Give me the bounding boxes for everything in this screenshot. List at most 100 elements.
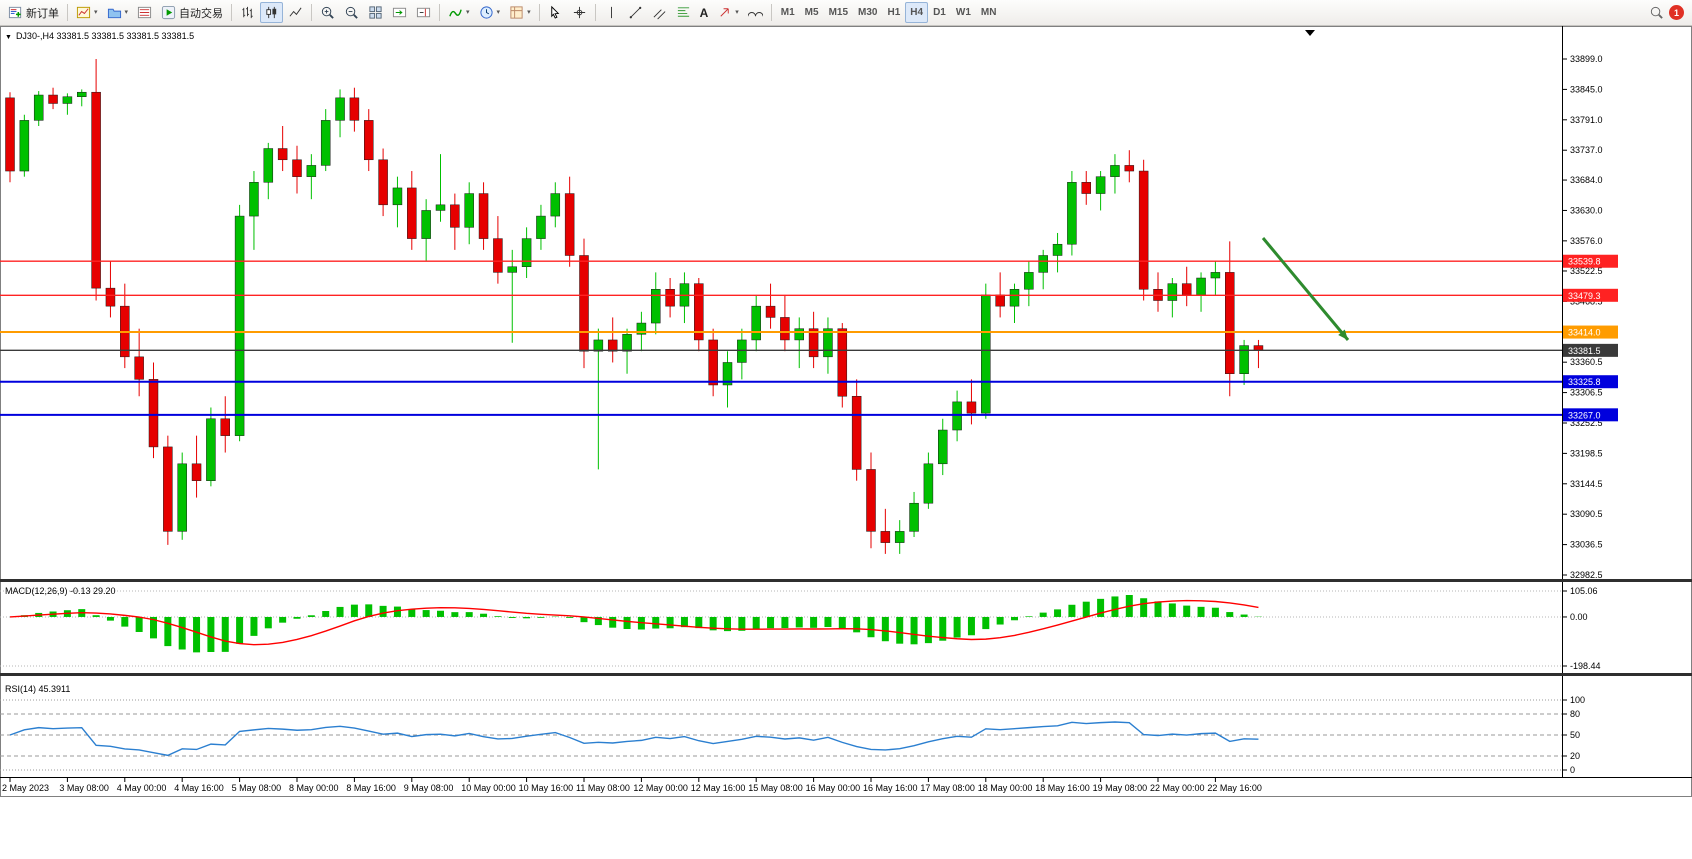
candle xyxy=(1239,345,1249,374)
toolbar-separator xyxy=(439,4,441,21)
timeframe-button-m15[interactable]: M15 xyxy=(824,2,853,23)
search-button[interactable] xyxy=(1645,2,1668,23)
candle xyxy=(938,429,948,465)
vertical-line-button[interactable] xyxy=(600,2,623,23)
symbol-label: ▼ DJ30-,H4 33381.5 33381.5 33381.5 33381.… xyxy=(5,31,195,41)
cursor-icon xyxy=(550,5,559,19)
timeframe-button-h1[interactable]: H1 xyxy=(882,2,905,23)
candle xyxy=(292,159,302,177)
indicators-button[interactable]: ▾ xyxy=(444,2,474,23)
window-menu-icon[interactable]: ▼ xyxy=(5,34,12,41)
indicators-icon xyxy=(449,9,462,17)
time-axis-label: 22 May 00:00 xyxy=(1150,783,1205,793)
rsi-line xyxy=(9,721,1259,757)
channel-button[interactable] xyxy=(648,2,671,23)
templates-button[interactable]: ▾ xyxy=(505,2,535,23)
candle xyxy=(277,148,288,161)
trend-arrow[interactable] xyxy=(1261,237,1350,341)
crosshair-button[interactable] xyxy=(568,2,591,23)
market-watch-button[interactable] xyxy=(133,2,156,23)
cursor-button[interactable] xyxy=(544,2,567,23)
panel-separator[interactable] xyxy=(0,579,1692,582)
price-level-badge xyxy=(1563,343,1618,357)
price-tick-label: 33090.5 xyxy=(1570,509,1603,519)
candle xyxy=(765,305,776,318)
candle xyxy=(1138,170,1149,290)
candlestick-chart-button[interactable] xyxy=(260,2,284,23)
candle xyxy=(665,289,675,307)
price-tick-label: 33198.5 xyxy=(1570,448,1603,458)
periods-button[interactable]: ▾ xyxy=(475,2,505,23)
candle xyxy=(894,531,905,543)
chart-shift-button[interactable] xyxy=(412,2,435,23)
price-tick-label: 33630.0 xyxy=(1570,205,1603,215)
candle xyxy=(1181,283,1192,296)
trendline-button[interactable] xyxy=(624,2,647,23)
notification-badge[interactable]: 1 xyxy=(1669,5,1684,20)
timeframe-button-m5[interactable]: M5 xyxy=(800,2,824,23)
timeframe-button-d1[interactable]: D1 xyxy=(928,2,951,23)
candle xyxy=(981,294,991,414)
price-level-badge xyxy=(1563,325,1618,339)
time-axis-label: 22 May 16:00 xyxy=(1207,783,1262,793)
trend-arrow-head xyxy=(1338,329,1348,340)
line-chart-button[interactable] xyxy=(284,2,307,23)
candle xyxy=(148,379,159,448)
arrows-button[interactable]: ▾ xyxy=(713,2,743,23)
macd-signal-line xyxy=(9,599,1259,646)
chart-canvas[interactable]: 33899.0 33845.0 33791.0 33737.0 33684.0 33630… xyxy=(0,26,1692,859)
candle xyxy=(794,328,804,341)
candle xyxy=(349,97,360,121)
candle xyxy=(1167,283,1178,301)
panel-separator[interactable] xyxy=(0,673,1692,676)
dropdown-caret: ▾ xyxy=(496,9,501,16)
rsi-axis-label: 0 xyxy=(1570,765,1575,775)
timeframe-button-m1[interactable]: M1 xyxy=(776,2,800,23)
text-tool-button[interactable]: A xyxy=(696,2,713,23)
price-tick-label: 33576.0 xyxy=(1570,236,1603,246)
candle xyxy=(91,91,101,289)
cycle-lines-button[interactable] xyxy=(744,2,767,23)
candle xyxy=(19,120,30,172)
timeframe-button-mn[interactable]: MN xyxy=(976,2,1002,23)
chart-shift-icon xyxy=(416,7,431,18)
fibonacci-button[interactable] xyxy=(672,2,695,23)
candle xyxy=(866,469,876,532)
bar-chart-button[interactable] xyxy=(236,2,259,23)
tile-windows-button[interactable] xyxy=(364,2,387,23)
auto-scroll-icon xyxy=(392,7,407,18)
candle xyxy=(1110,165,1120,177)
candle xyxy=(837,328,848,397)
new-order-button[interactable]: 新订单 xyxy=(4,2,63,23)
auto-scroll-button[interactable] xyxy=(388,2,411,23)
candle xyxy=(493,238,503,273)
time-axis-label: 19 May 08:00 xyxy=(1093,783,1148,793)
market-watch-icon xyxy=(137,6,152,19)
candle xyxy=(1081,182,1091,194)
toolbar-separator xyxy=(311,4,313,21)
zoom-out-button[interactable] xyxy=(340,2,363,23)
new-chart-button[interactable]: ▾ xyxy=(72,2,102,23)
clock-icon xyxy=(479,6,493,19)
time-axis-label: 10 May 16:00 xyxy=(519,783,574,793)
timeframe-button-m30[interactable]: M30 xyxy=(853,2,882,23)
candle xyxy=(1052,243,1063,256)
timeframe-button-w1[interactable]: W1 xyxy=(951,2,976,23)
candle xyxy=(880,531,891,543)
candle xyxy=(1124,165,1135,172)
cycle-lines-icon xyxy=(747,12,763,17)
search-icon xyxy=(1650,6,1663,19)
candle xyxy=(536,215,546,239)
zoom-in-button[interactable] xyxy=(316,2,339,23)
profiles-button[interactable]: ▾ xyxy=(103,2,133,23)
auto-trading-button[interactable]: 自动交易 xyxy=(157,2,227,23)
chart-shift-marker[interactable] xyxy=(1305,30,1315,36)
candle xyxy=(206,418,216,481)
timeframe-button-h4[interactable]: H4 xyxy=(905,2,929,23)
rsi-axis-label: 80 xyxy=(1570,709,1580,719)
candle xyxy=(1210,272,1221,279)
time-axis-label: 5 May 08:00 xyxy=(232,783,282,793)
time-axis-label: 2 May 2023 xyxy=(2,783,49,793)
candle xyxy=(823,328,833,358)
candle xyxy=(1095,176,1106,194)
